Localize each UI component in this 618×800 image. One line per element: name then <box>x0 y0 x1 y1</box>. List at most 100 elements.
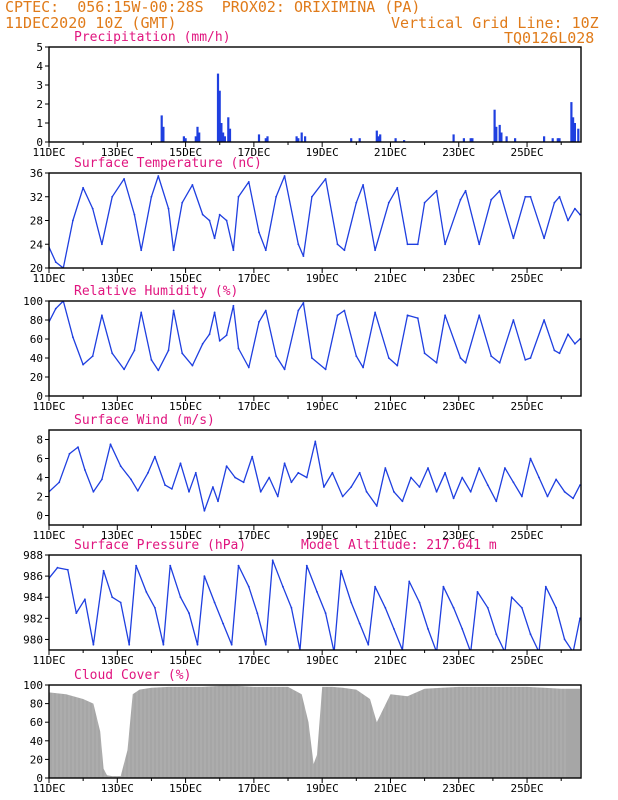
data-point <box>524 359 527 361</box>
data-point <box>68 452 71 455</box>
panel-title: Surface Wind (m/s) <box>74 413 215 428</box>
data-point <box>324 612 327 614</box>
station-title: CPTEC: 056:15W-00:28S PROX02: ORIXIMINA … <box>5 0 421 16</box>
data-point <box>393 490 395 493</box>
data-point <box>416 317 419 319</box>
data-point <box>75 612 78 614</box>
x-tick-label: 11DEC <box>32 400 65 413</box>
data-point <box>275 195 277 198</box>
data-point <box>179 462 182 465</box>
precip-bar <box>573 123 576 142</box>
data-point <box>201 213 204 216</box>
data-point <box>212 486 214 488</box>
data-point <box>276 495 279 498</box>
data-point <box>427 467 429 469</box>
data-point <box>324 368 327 371</box>
x-tick-label: 17DEC <box>237 146 270 159</box>
model-altitude: Model Altitude: 217.641 m <box>301 538 497 553</box>
data-point <box>128 643 131 646</box>
precip-bar <box>469 138 472 142</box>
data-point <box>341 495 344 498</box>
data-point <box>225 219 228 222</box>
data-point <box>362 366 364 369</box>
x-tick-label: 11DEC <box>32 272 65 285</box>
data-point <box>208 333 211 336</box>
y-tick-label: 80 <box>30 314 43 327</box>
y-tick-label: 8 <box>36 434 43 447</box>
y-tick-label: 4 <box>36 60 43 73</box>
data-point <box>524 195 527 198</box>
x-tick-label: 15DEC <box>169 272 202 285</box>
data-point <box>478 314 481 317</box>
x-tick-label: 23DEC <box>442 146 475 159</box>
precip-bar <box>375 130 378 142</box>
data-point <box>109 443 112 446</box>
data-point <box>355 355 358 357</box>
data-point <box>54 307 57 310</box>
series-line <box>49 440 581 512</box>
x-tick-label: 13DEC <box>101 146 134 159</box>
data-point <box>558 352 561 355</box>
data-point <box>362 184 364 186</box>
data-point <box>218 340 221 342</box>
data-point <box>217 500 219 503</box>
precip-bar <box>216 73 220 142</box>
data-point <box>102 569 105 572</box>
data-point <box>464 361 467 364</box>
data-point <box>469 490 472 493</box>
data-point <box>157 175 160 177</box>
data-point <box>101 243 103 246</box>
data-point <box>436 651 438 653</box>
plot-frame <box>48 300 582 397</box>
data-point <box>387 201 390 204</box>
data-point <box>478 467 481 469</box>
data-point <box>157 369 160 372</box>
data-point <box>136 489 139 492</box>
data-point <box>247 585 250 588</box>
data-point <box>423 352 426 355</box>
y-tick-label: 0 <box>36 772 43 785</box>
data-point <box>259 490 262 493</box>
data-point <box>355 201 358 204</box>
plot-frame <box>48 172 582 269</box>
data-point <box>311 195 313 198</box>
data-point <box>418 486 421 488</box>
x-tick-label: 25DEC <box>510 272 543 285</box>
data-point <box>290 606 293 609</box>
data-point <box>111 596 114 599</box>
y-tick-label: 982 <box>23 612 43 625</box>
data-point <box>408 580 411 583</box>
data-point <box>101 478 103 481</box>
x-tick-label: 11DEC <box>32 529 65 542</box>
data-point <box>444 471 446 474</box>
data-point <box>251 455 254 458</box>
data-point <box>91 207 94 210</box>
plot-frame <box>48 554 582 651</box>
data-point <box>92 643 95 646</box>
data-point <box>365 490 368 493</box>
data-point <box>490 355 493 357</box>
precip-bar <box>514 138 517 142</box>
precip-bar <box>495 126 498 142</box>
data-point <box>350 486 353 488</box>
data-point <box>297 243 300 246</box>
precip-bar <box>570 102 573 142</box>
y-tick-label: 60 <box>30 333 43 346</box>
data-point <box>544 585 547 588</box>
x-tick-label: 13DEC <box>101 400 134 413</box>
data-point <box>521 606 523 609</box>
data-point <box>461 628 464 630</box>
data-point <box>164 484 167 486</box>
data-point <box>181 352 184 355</box>
data-point <box>258 231 260 234</box>
precip-bar <box>505 136 508 142</box>
data-point <box>512 319 515 321</box>
data-point <box>331 471 334 474</box>
series-line <box>49 301 581 372</box>
data-point <box>213 237 216 240</box>
data-point <box>167 349 170 352</box>
data-point <box>444 243 446 246</box>
data-point <box>242 481 245 484</box>
plot-frame <box>48 684 582 779</box>
precip-bar <box>223 136 226 142</box>
